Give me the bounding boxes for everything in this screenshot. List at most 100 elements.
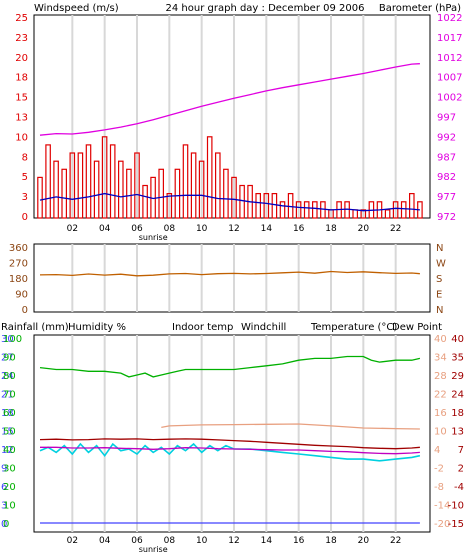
legend-humidity: Humidity % <box>68 322 126 333</box>
y-tick-label: -20 <box>434 519 450 530</box>
windspeed-bar <box>142 184 148 219</box>
direction-degree-ticks: 0 90 180 270 360 <box>9 243 28 316</box>
y-tick-label: 7 <box>458 445 464 456</box>
wind-barometer-panel: Windspeed (m/s) 24 hour graph day : Dece… <box>15 3 462 242</box>
y-tick-label: 16 <box>434 408 447 419</box>
y-tick-label: 40 <box>451 334 464 345</box>
windspeed-axis-ticks: 0 3 5 8 10 13 15 18 20 23 25 <box>15 13 28 223</box>
x-tick-label: 20 <box>358 224 370 234</box>
y-tick-label: 5 <box>22 172 28 183</box>
y-tick-label: 60 <box>3 408 16 419</box>
y-tick-label: 10 <box>15 132 28 143</box>
y-tick-label: 987 <box>437 152 456 163</box>
y-tick-label: 28 <box>434 371 447 382</box>
y-tick-label: 35 <box>451 353 464 364</box>
windspeed-bar <box>166 193 173 219</box>
y-tick-label: 0 <box>3 519 9 530</box>
x-tick-label: 06 <box>131 224 143 234</box>
y-tick-label: N <box>436 305 443 316</box>
x-tick-label: 02 <box>67 536 78 546</box>
y-tick-label: 23 <box>15 33 28 44</box>
y-tick-label: 100 <box>3 334 22 345</box>
y-tick-label: 0 <box>22 212 28 223</box>
y-tick-label: 10 <box>434 427 447 438</box>
windspeed-bar <box>263 193 270 219</box>
x-tick-label: 18 <box>325 224 337 234</box>
x-tick-label: 14 <box>261 536 273 546</box>
temperature-gridlines <box>71 335 397 532</box>
y-tick-label: 0 <box>22 305 28 316</box>
temperature-axes-ticks: 0369121518212427300102030405060708090100… <box>1 334 464 530</box>
windspeed-bar <box>360 209 367 219</box>
y-tick-label: 992 <box>437 132 456 143</box>
windspeed-bar <box>409 193 415 219</box>
y-tick-label: 12 <box>1 445 14 456</box>
y-tick-label: 30 <box>3 464 16 475</box>
y-tick-label: 977 <box>437 192 456 203</box>
y-tick-label: 10 <box>3 501 16 512</box>
y-tick-label: 9 <box>1 464 7 475</box>
y-tick-label: 15 <box>1 427 14 438</box>
y-tick-label: 3 <box>1 501 7 512</box>
windspeed-bar <box>126 168 132 219</box>
wind-direction-line <box>39 270 420 277</box>
y-tick-label: 270 <box>9 259 28 270</box>
windspeed-bar <box>158 168 165 219</box>
temperature-series-layer <box>39 355 421 524</box>
y-tick-label: 0 <box>1 519 7 530</box>
y-tick-label: 8 <box>22 152 28 163</box>
y-tick-label: -10 <box>448 501 464 512</box>
wind-series-layer <box>37 63 423 219</box>
windspeed-bar <box>239 184 245 219</box>
windspeed-bar <box>37 176 43 219</box>
y-tick-label: 6 <box>1 482 7 493</box>
windspeed-bar <box>400 201 407 219</box>
windspeed-bar <box>231 176 237 219</box>
y-tick-label: 997 <box>437 113 456 124</box>
x-tick-label: 20 <box>358 536 370 546</box>
y-tick-label: 27 <box>1 353 14 364</box>
temperature-x-axis-ticks: 02 04 06 08 10 12 14 16 18 20 22 <box>67 536 402 546</box>
windspeed-bar <box>61 168 68 219</box>
temperature-plot-frame <box>33 334 431 533</box>
windspeed-bar <box>271 193 278 219</box>
graph-title: 24 hour graph day : December 09 2006 <box>166 3 365 14</box>
windspeed-bar <box>384 209 391 219</box>
x-tick-label: 04 <box>99 536 111 546</box>
y-tick-label: E <box>436 290 442 301</box>
windspeed-bar <box>134 152 140 219</box>
y-tick-label: 90 <box>3 353 16 364</box>
temperature-panel: Rainfall (mm) Humidity % Indoor temp Win… <box>1 322 464 554</box>
humidity-line <box>39 355 421 378</box>
legend-windchill: Windchill <box>241 322 286 333</box>
x-tick-label: 12 <box>228 536 239 546</box>
windspeed-bar <box>198 160 205 219</box>
y-tick-label: 1012 <box>437 53 462 64</box>
y-tick-label: 1017 <box>437 33 462 44</box>
windspeed-bar <box>174 168 181 219</box>
y-tick-label: S <box>436 274 442 285</box>
windspeed-bar <box>45 144 51 219</box>
x-tick-label: 16 <box>293 224 305 234</box>
barometer-line <box>39 63 420 136</box>
windspeed-bar <box>303 201 310 219</box>
windspeed-bar <box>77 152 84 219</box>
windspeed-bar <box>295 201 302 219</box>
y-tick-label: 4 <box>434 445 440 456</box>
y-tick-label: W <box>436 259 446 270</box>
windspeed-bar <box>85 144 92 219</box>
y-tick-label: 1002 <box>437 93 462 104</box>
windspeed-bar <box>279 201 286 219</box>
windspeed-bar <box>101 136 108 219</box>
sunrise-label: sunrise <box>139 545 168 554</box>
y-tick-label: -14 <box>434 501 450 512</box>
x-tick-label: 10 <box>196 224 208 234</box>
y-tick-label: 30 <box>1 334 14 345</box>
y-tick-label: 40 <box>434 334 447 345</box>
direction-plot-frame <box>33 243 431 313</box>
average-wind-line <box>39 192 420 212</box>
y-tick-label: 1022 <box>437 13 462 24</box>
windspeed-bar <box>206 136 213 219</box>
legend-rainfall: Rainfall (mm) <box>1 322 69 333</box>
